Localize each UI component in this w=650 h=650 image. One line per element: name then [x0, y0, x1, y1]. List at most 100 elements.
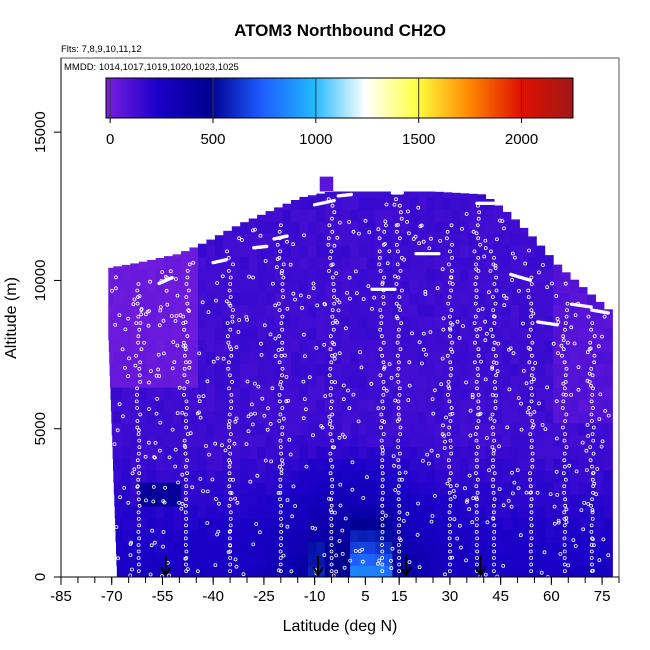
heatmap-cell [121, 339, 131, 353]
heatmap-cell [257, 422, 267, 436]
heatmap-cell [307, 458, 317, 471]
heatmap-cell [164, 327, 174, 341]
heatmap-cell [214, 517, 224, 531]
x-tick-label: 75 [594, 588, 611, 605]
heatmap-cell [147, 541, 157, 554]
heatmap-cell [164, 434, 174, 448]
heatmap-cell [367, 191, 377, 198]
sample-point [183, 347, 188, 352]
heatmap-cell [468, 399, 478, 412]
heatmap-cell [115, 517, 123, 531]
heatmap-cell [291, 375, 301, 388]
heatmap-cell [198, 494, 208, 507]
heatmap-cell [138, 541, 148, 554]
sample-point [332, 210, 337, 215]
heatmap-cell [108, 304, 114, 317]
sample-point [540, 422, 545, 427]
heatmap-cell [164, 470, 174, 483]
heatmap-cell [384, 339, 394, 353]
sample-point [492, 530, 497, 534]
sample-point [380, 445, 385, 450]
heatmap-cell [434, 517, 444, 531]
heatmap-cell [468, 304, 478, 317]
heatmap-cell [485, 517, 495, 531]
sample-point [187, 365, 192, 370]
heatmap-cell [460, 233, 470, 246]
heatmap-cell [257, 375, 267, 388]
heatmap-cell [460, 327, 470, 341]
heatmap-cell [367, 529, 377, 542]
heatmap-cell [426, 458, 436, 471]
sample-point [590, 510, 595, 515]
heatmap-cell [443, 197, 453, 210]
sample-point [175, 293, 180, 298]
heatmap-cell [240, 505, 250, 519]
heatmap-cell [578, 316, 588, 329]
heatmap-cell [502, 387, 512, 400]
sample-point [511, 351, 516, 356]
heatmap-cell [384, 304, 394, 317]
heatmap-cell [400, 221, 410, 234]
sample-point [185, 334, 190, 339]
sample-point [248, 479, 253, 484]
sample-point [564, 516, 569, 521]
heatmap-cell [544, 327, 554, 341]
heatmap-cell [468, 280, 478, 293]
heatmap-cell [451, 410, 461, 424]
heatmap-cell [291, 256, 301, 270]
heatmap-cell [409, 256, 419, 270]
heatmap-cell [121, 264, 131, 270]
heatmap-cell [324, 565, 334, 577]
heatmap-cell [595, 517, 605, 531]
heatmap-cell [307, 529, 317, 542]
heatmap-cell [443, 363, 453, 376]
heatmap-cell [434, 363, 444, 376]
heatmap-cell [586, 339, 596, 353]
heatmap-cell [468, 458, 478, 471]
sample-point [233, 419, 238, 424]
heatmap-cell [257, 553, 267, 566]
heatmap-cell [164, 494, 174, 507]
heatmap-cell [384, 458, 394, 471]
sample-point [278, 438, 283, 443]
heatmap-cell [307, 292, 317, 305]
heatmap-cell [358, 458, 368, 471]
heatmap-cell [477, 233, 487, 246]
heatmap-cell [468, 553, 478, 566]
sample-point [185, 268, 190, 273]
heatmap-cell [384, 387, 394, 400]
sample-point [474, 451, 479, 456]
sample-point [528, 477, 533, 482]
heatmap-cell [130, 327, 140, 341]
heatmap-cell [460, 339, 470, 353]
sample-point [228, 477, 232, 482]
heatmap-cell [434, 565, 444, 577]
sample-point [401, 519, 406, 523]
heatmap-cell [113, 399, 123, 412]
heatmap-cell [147, 517, 157, 531]
sample-point [123, 327, 128, 332]
heatmap-cell [417, 221, 427, 234]
sample-point [423, 289, 428, 294]
sample-point [491, 569, 496, 573]
sample-point [143, 454, 148, 459]
heatmap-cell [307, 446, 317, 459]
heatmap-cell [384, 553, 394, 566]
heatmap-cell [451, 363, 461, 376]
sample-point [579, 508, 584, 513]
heatmap-cell [155, 434, 165, 448]
heatmap-cell [231, 482, 241, 495]
sample-point [529, 399, 534, 404]
sample-point [474, 517, 479, 521]
sample-point [494, 393, 499, 398]
heatmap-cell [265, 363, 275, 376]
heatmap-cell [519, 351, 529, 365]
heatmap-cell [248, 339, 258, 353]
heatmap-cell [164, 399, 174, 412]
heatmap-cell [426, 316, 436, 329]
heatmap-cell [299, 387, 309, 400]
sample-point [332, 301, 337, 306]
sample-point [449, 451, 454, 456]
heatmap-cell [121, 517, 131, 531]
heatmap-cell [468, 410, 478, 424]
